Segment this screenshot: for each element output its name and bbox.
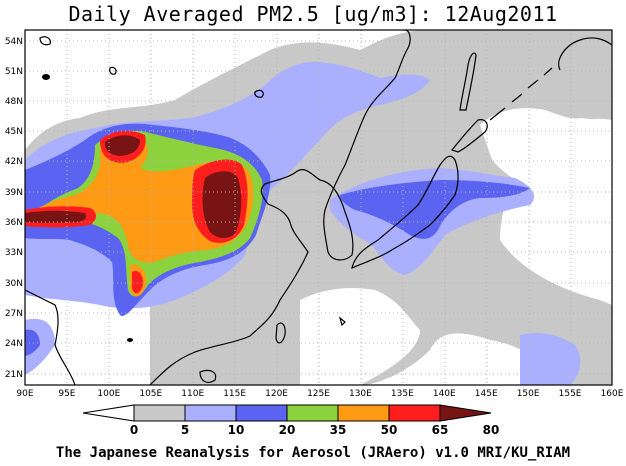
colorbar-swatch [133, 404, 186, 422]
lon-tick-label: 140E [433, 389, 456, 399]
lon-tick-label: 90E [16, 389, 33, 399]
colorbar-swatch [286, 404, 339, 422]
contour-80-plus [104, 135, 140, 156]
colorbar-label: 10 [228, 423, 245, 437]
lat-tick-label: 27N [5, 309, 23, 319]
colorbar-swatch [82, 404, 135, 422]
colorbar-swatch [337, 404, 390, 422]
lat-tick-label: 24N [5, 339, 23, 349]
lon-tick-labels: 90E 95E 100E 105E 110E 115E 120E 125E 130E 135E 14… [16, 389, 623, 399]
colorbar-label: 20 [279, 423, 296, 437]
colorbar-label: 80 [483, 423, 500, 437]
map-title: Daily Averaged PM2.5 [ug/m3]: 12Aug2011 [68, 2, 558, 26]
lon-tick-label: 100E [97, 389, 120, 399]
lon-tick-label: 155E [559, 389, 582, 399]
lon-tick-label: 105E [139, 389, 162, 399]
lat-tick-label: 33N [5, 248, 23, 258]
lon-tick-label: 120E [265, 389, 288, 399]
colorbar-label: 65 [432, 423, 449, 437]
colorbar-swatch [439, 404, 492, 422]
colorbar-swatch [388, 404, 441, 422]
lon-tick-label: 125E [307, 389, 330, 399]
lat-tick-label: 30N [5, 279, 23, 289]
lon-tick-label: 160E [601, 389, 624, 399]
lon-tick-label: 150E [517, 389, 540, 399]
lat-tick-label: 54N [5, 37, 23, 47]
map-footer: The Japanese Reanalysis for Aerosol (JRA… [55, 445, 571, 461]
lat-tick-label: 21N [5, 370, 23, 380]
lon-tick-label: 135E [391, 389, 414, 399]
colorbar: 0 5 10 20 35 50 65 80 [82, 404, 500, 437]
lon-tick-label: 95E [58, 389, 75, 399]
lon-tick-label: 110E [181, 389, 204, 399]
colorbar-label: 5 [181, 423, 189, 437]
map-frame [24, 29, 613, 386]
lat-tick-label: 51N [5, 67, 23, 77]
colorbar-label: 35 [330, 423, 347, 437]
colorbar-swatch [184, 404, 237, 422]
lat-tick-label: 48N [5, 97, 23, 107]
lon-tick-label: 145E [475, 389, 498, 399]
coastlines [25, 30, 612, 385]
lat-tick-label: 42N [5, 157, 23, 167]
lat-tick-label: 39N [5, 188, 23, 198]
lat-tick-labels: 54N 51N 48N 45N 42N 39N 36N 33N 30N 27N 24N 21N [5, 37, 23, 380]
concentration-field [25, 30, 612, 385]
colorbar-label: 0 [130, 423, 138, 437]
colorbar-label: 50 [381, 423, 398, 437]
lat-tick-label: 36N [5, 218, 23, 228]
lon-tick-label: 115E [223, 389, 246, 399]
lon-tick-label: 130E [349, 389, 372, 399]
lat-tick-label: 45N [5, 127, 23, 137]
colorbar-swatch [235, 404, 288, 422]
